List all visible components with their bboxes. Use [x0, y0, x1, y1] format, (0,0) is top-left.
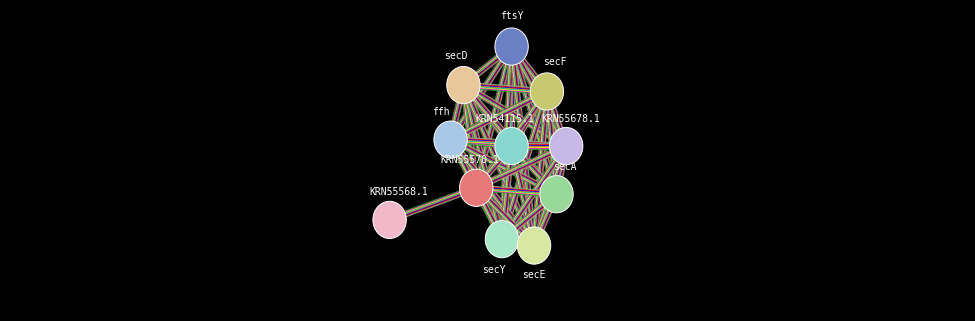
Ellipse shape: [459, 169, 493, 206]
Ellipse shape: [495, 28, 528, 65]
Ellipse shape: [486, 221, 519, 258]
Ellipse shape: [434, 121, 467, 158]
Text: secY: secY: [483, 265, 506, 275]
Text: KRN54115.1: KRN54115.1: [476, 114, 534, 124]
Ellipse shape: [540, 176, 573, 213]
Text: secE: secE: [523, 270, 546, 280]
Text: KRN55570.1: KRN55570.1: [441, 155, 499, 165]
Ellipse shape: [495, 127, 528, 165]
Text: secA: secA: [553, 162, 576, 172]
Ellipse shape: [518, 227, 551, 264]
Ellipse shape: [447, 66, 480, 104]
Ellipse shape: [372, 201, 407, 239]
Text: ffh: ffh: [432, 107, 449, 117]
Ellipse shape: [530, 73, 564, 110]
Text: KRN55568.1: KRN55568.1: [370, 187, 429, 197]
Text: secF: secF: [543, 57, 566, 67]
Text: ftsY: ftsY: [500, 11, 524, 21]
Ellipse shape: [550, 127, 583, 165]
Text: secD: secD: [444, 51, 467, 61]
Text: KRN55678.1: KRN55678.1: [541, 114, 601, 124]
